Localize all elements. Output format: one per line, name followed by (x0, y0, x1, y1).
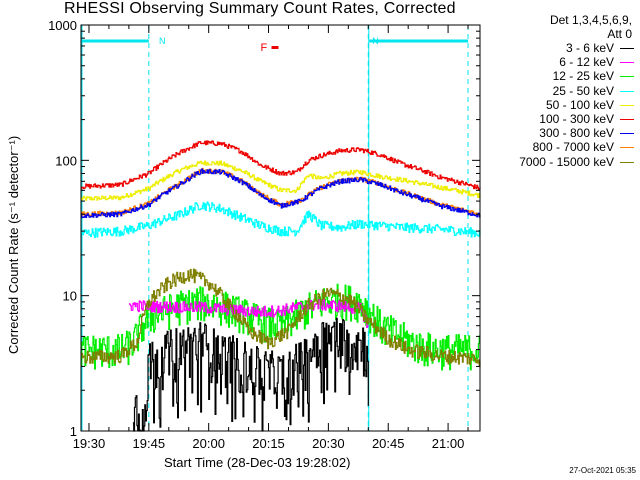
legend-item-swatch (620, 147, 634, 149)
y-axis-label: Corrected Count Rate (s⁻¹ detector⁻¹) (6, 135, 21, 354)
legend-item-label: 12 - 25 keV (552, 69, 614, 84)
legend-item: 3 - 6 keV (480, 41, 640, 55)
legend-item-swatch (620, 119, 634, 120)
flag-label-1: N (372, 36, 379, 46)
y-tick-label: 1000 (48, 18, 77, 33)
legend-item-label: 50 - 100 keV (545, 97, 614, 112)
legend-item: 50 - 100 keV (480, 98, 640, 112)
series-line-300-800-kev (81, 168, 481, 219)
series-line-50-100-kev (81, 160, 481, 201)
series-line-6-12-kev (128, 298, 369, 328)
legend-item-label: 25 - 50 keV (552, 83, 614, 98)
legend-item-label: 800 - 7000 keV (532, 140, 614, 155)
legend-item-swatch (620, 104, 634, 106)
legend-item-label: 300 - 800 keV (539, 126, 614, 141)
legend-header-line-2: Att 0 (607, 27, 632, 41)
legend-item: 300 - 800 keV (480, 126, 640, 140)
legend-item-label: 3 - 6 keV (565, 41, 614, 55)
plot-frame (80, 24, 481, 432)
flag-marker-2 (271, 46, 279, 49)
legend-item: 7000 - 15000 keV (480, 155, 640, 169)
legend-item-swatch (620, 62, 634, 64)
y-tick-label: 100 (55, 153, 77, 168)
x-tick-label: 20:30 (312, 436, 345, 451)
legend-item: 12 - 25 keV (480, 69, 640, 83)
x-tick-label: 19:30 (73, 436, 106, 451)
x-tick-label: 20:00 (192, 436, 225, 451)
legend-header-line-1: Det 1,3,4,5,6,9, (549, 13, 632, 27)
legend-item: 100 - 300 keV (480, 112, 640, 126)
legend-item: 6 - 12 keV (480, 55, 640, 69)
legend-item-label: 100 - 300 keV (539, 112, 614, 126)
legend-item: 800 - 7000 keV (480, 140, 640, 154)
x-tick-label: 20:45 (372, 436, 405, 451)
legend-item-swatch (620, 90, 634, 92)
x-tick-label: 21:00 (432, 436, 465, 451)
legend-item-swatch (620, 76, 634, 78)
legend-item: 25 - 50 keV (480, 84, 640, 98)
legend-item-swatch (620, 161, 634, 163)
series-line-100-300-kev (81, 140, 481, 190)
chart-title: RHESSI Observing Summary Count Rates, Co… (64, 0, 456, 17)
legend-item-swatch (620, 48, 634, 49)
series-line-25-50-kev (81, 201, 481, 238)
series-line-3-6-kev (132, 317, 369, 432)
flag-label-2: F (261, 42, 268, 54)
x-tick-label: 19:45 (133, 436, 166, 451)
legend-item-swatch (620, 133, 634, 135)
y-tick-label: 10 (63, 289, 77, 304)
legend-item-label: 6 - 12 keV (559, 55, 614, 70)
x-tick-label: 20:15 (252, 436, 285, 451)
x-axis-label: Start Time (28-Dec-03 19:28:02) (164, 455, 351, 470)
footer-timestamp: 27-Oct-2021 05:35 (569, 466, 636, 475)
flag-label-0: N (159, 36, 166, 46)
series-line-12-25-kev (81, 283, 481, 371)
series-line-7000-15000-kev (81, 268, 481, 367)
legend-item-label: 7000 - 15000 keV (519, 154, 614, 169)
y-tick-label: 1 (70, 424, 77, 439)
